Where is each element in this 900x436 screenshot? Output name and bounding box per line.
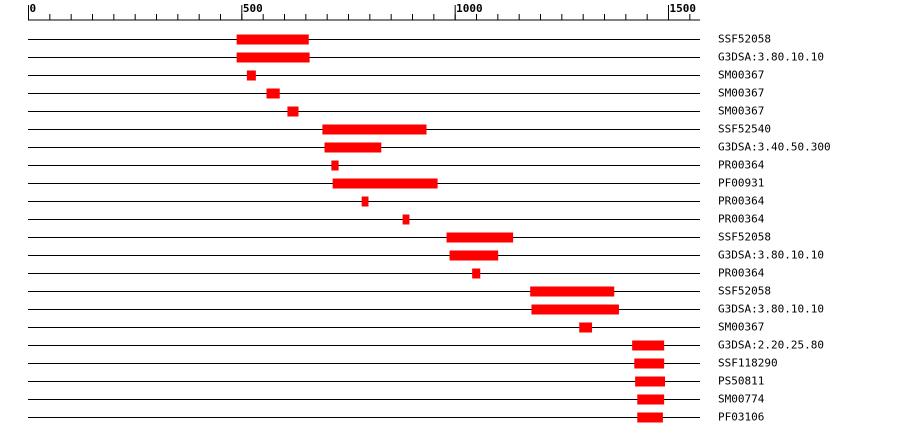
domain-bar bbox=[236, 34, 309, 45]
domain-bar bbox=[402, 214, 410, 225]
row-label: SM00367 bbox=[718, 87, 764, 100]
domain-bar bbox=[446, 232, 514, 243]
row-label: SSF118290 bbox=[718, 357, 778, 370]
row-label: PR00364 bbox=[718, 159, 765, 172]
row-label: PR00364 bbox=[718, 195, 765, 208]
domain-bar bbox=[637, 412, 663, 423]
row-label: G3DSA:2.20.25.80 bbox=[718, 339, 824, 352]
domain-bar bbox=[287, 106, 299, 117]
domain-bar bbox=[332, 178, 438, 189]
row-label: SM00367 bbox=[718, 69, 764, 82]
domain-bar bbox=[322, 124, 427, 135]
row-label: SSF52540 bbox=[718, 123, 771, 136]
row-label: SM00774 bbox=[718, 393, 765, 406]
domain-bar bbox=[634, 358, 665, 369]
domain-bar bbox=[635, 376, 666, 387]
row-label: SM00367 bbox=[718, 321, 764, 334]
domain-bar bbox=[632, 340, 665, 351]
row-label: G3DSA:3.80.10.10 bbox=[718, 249, 824, 262]
domain-bar bbox=[472, 268, 481, 279]
domain-bar bbox=[637, 394, 665, 405]
row-label: G3DSA:3.80.10.10 bbox=[718, 51, 824, 64]
domain-bar bbox=[449, 250, 499, 261]
domain-bar bbox=[324, 142, 382, 153]
row-label: SSF52058 bbox=[718, 285, 771, 298]
row-label: G3DSA:3.40.50.300 bbox=[718, 141, 831, 154]
x-tick-label: 0 bbox=[30, 2, 37, 15]
row-label: SM00367 bbox=[718, 105, 764, 118]
domain-bar bbox=[530, 286, 615, 297]
domain-bar bbox=[266, 88, 280, 99]
x-tick-label: 1500 bbox=[670, 2, 697, 15]
x-tick-label: 500 bbox=[243, 2, 263, 15]
domain-bar bbox=[531, 304, 619, 315]
x-tick-label: 1000 bbox=[456, 2, 483, 15]
domain-bar bbox=[361, 196, 369, 207]
domain-bar bbox=[246, 70, 256, 81]
row-label: PS50811 bbox=[718, 375, 764, 388]
row-label: PF03106 bbox=[718, 411, 764, 424]
row-label: PR00364 bbox=[718, 213, 765, 226]
row-label: PF00931 bbox=[718, 177, 764, 190]
domain-bar bbox=[331, 160, 339, 171]
row-label: SSF52058 bbox=[718, 33, 771, 46]
row-label: G3DSA:3.80.10.10 bbox=[718, 303, 824, 316]
row-label: SSF52058 bbox=[718, 231, 771, 244]
domain-bar bbox=[579, 322, 593, 333]
row-label: PR00364 bbox=[718, 267, 765, 280]
domain-bar bbox=[236, 52, 310, 63]
